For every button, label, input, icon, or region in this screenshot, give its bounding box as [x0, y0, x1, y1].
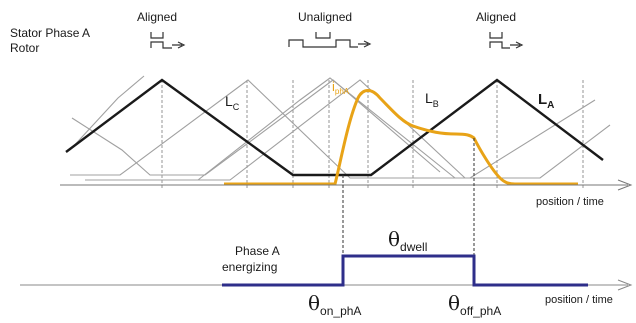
- upper-axis-label: position / time: [536, 196, 604, 208]
- aligned-right-arrow-icon: [510, 41, 524, 49]
- theta-off-label: θoff_phA: [448, 291, 501, 318]
- unaligned-rotor-icon: [288, 39, 358, 48]
- aligned-right-rotor-icon: [489, 41, 510, 49]
- aligned-left-arrow-icon: [172, 41, 186, 49]
- energizing-pulse: [222, 254, 588, 287]
- energizing-label-line1: Phase A: [235, 244, 280, 258]
- unaligned-stator-icon: [315, 32, 331, 39]
- stator-phase-a-label: Stator Phase A: [10, 26, 90, 40]
- inductance-c-label: LC: [225, 93, 240, 112]
- inductance-a-label: LA: [538, 91, 554, 111]
- inductance-profiles-other: [69, 75, 611, 181]
- unaligned-arrow-icon: [358, 40, 372, 48]
- position-icons: [150, 32, 524, 49]
- upper-axis-arrow-icon: [617, 179, 633, 191]
- inductance-curve-x: [85, 77, 520, 181]
- drop-lines: [342, 138, 475, 286]
- current-label: iphA: [332, 79, 350, 96]
- inductance-curve-b: [150, 79, 611, 181]
- rotor-label: Rotor: [10, 41, 39, 55]
- aligned-left-stator-icon: [150, 32, 164, 39]
- theta-on-label: θon_phA: [308, 291, 361, 318]
- lower-axis-label: position / time: [545, 294, 613, 306]
- inductance-curve-y: [71, 79, 441, 176]
- energizing-label-line2: energizing: [222, 260, 277, 274]
- aligned-right-stator-icon: [489, 32, 503, 39]
- aligned-right-label: Aligned: [476, 10, 516, 24]
- reference-lines: [161, 80, 584, 188]
- aligned-left-rotor-icon: [150, 41, 172, 49]
- current-curve-ipha: [224, 89, 578, 186]
- theta-dwell-label: θdwell: [388, 227, 427, 254]
- unaligned-label: Unaligned: [298, 10, 352, 24]
- aligned-left-label: Aligned: [137, 10, 177, 24]
- inductance-curve-a: [65, 78, 604, 177]
- upper-axis: [60, 179, 633, 191]
- lower-axis-arrow-icon: [617, 279, 633, 291]
- inductance-b-label: LB: [425, 90, 439, 109]
- inductance-curve-c-1: [69, 75, 145, 151]
